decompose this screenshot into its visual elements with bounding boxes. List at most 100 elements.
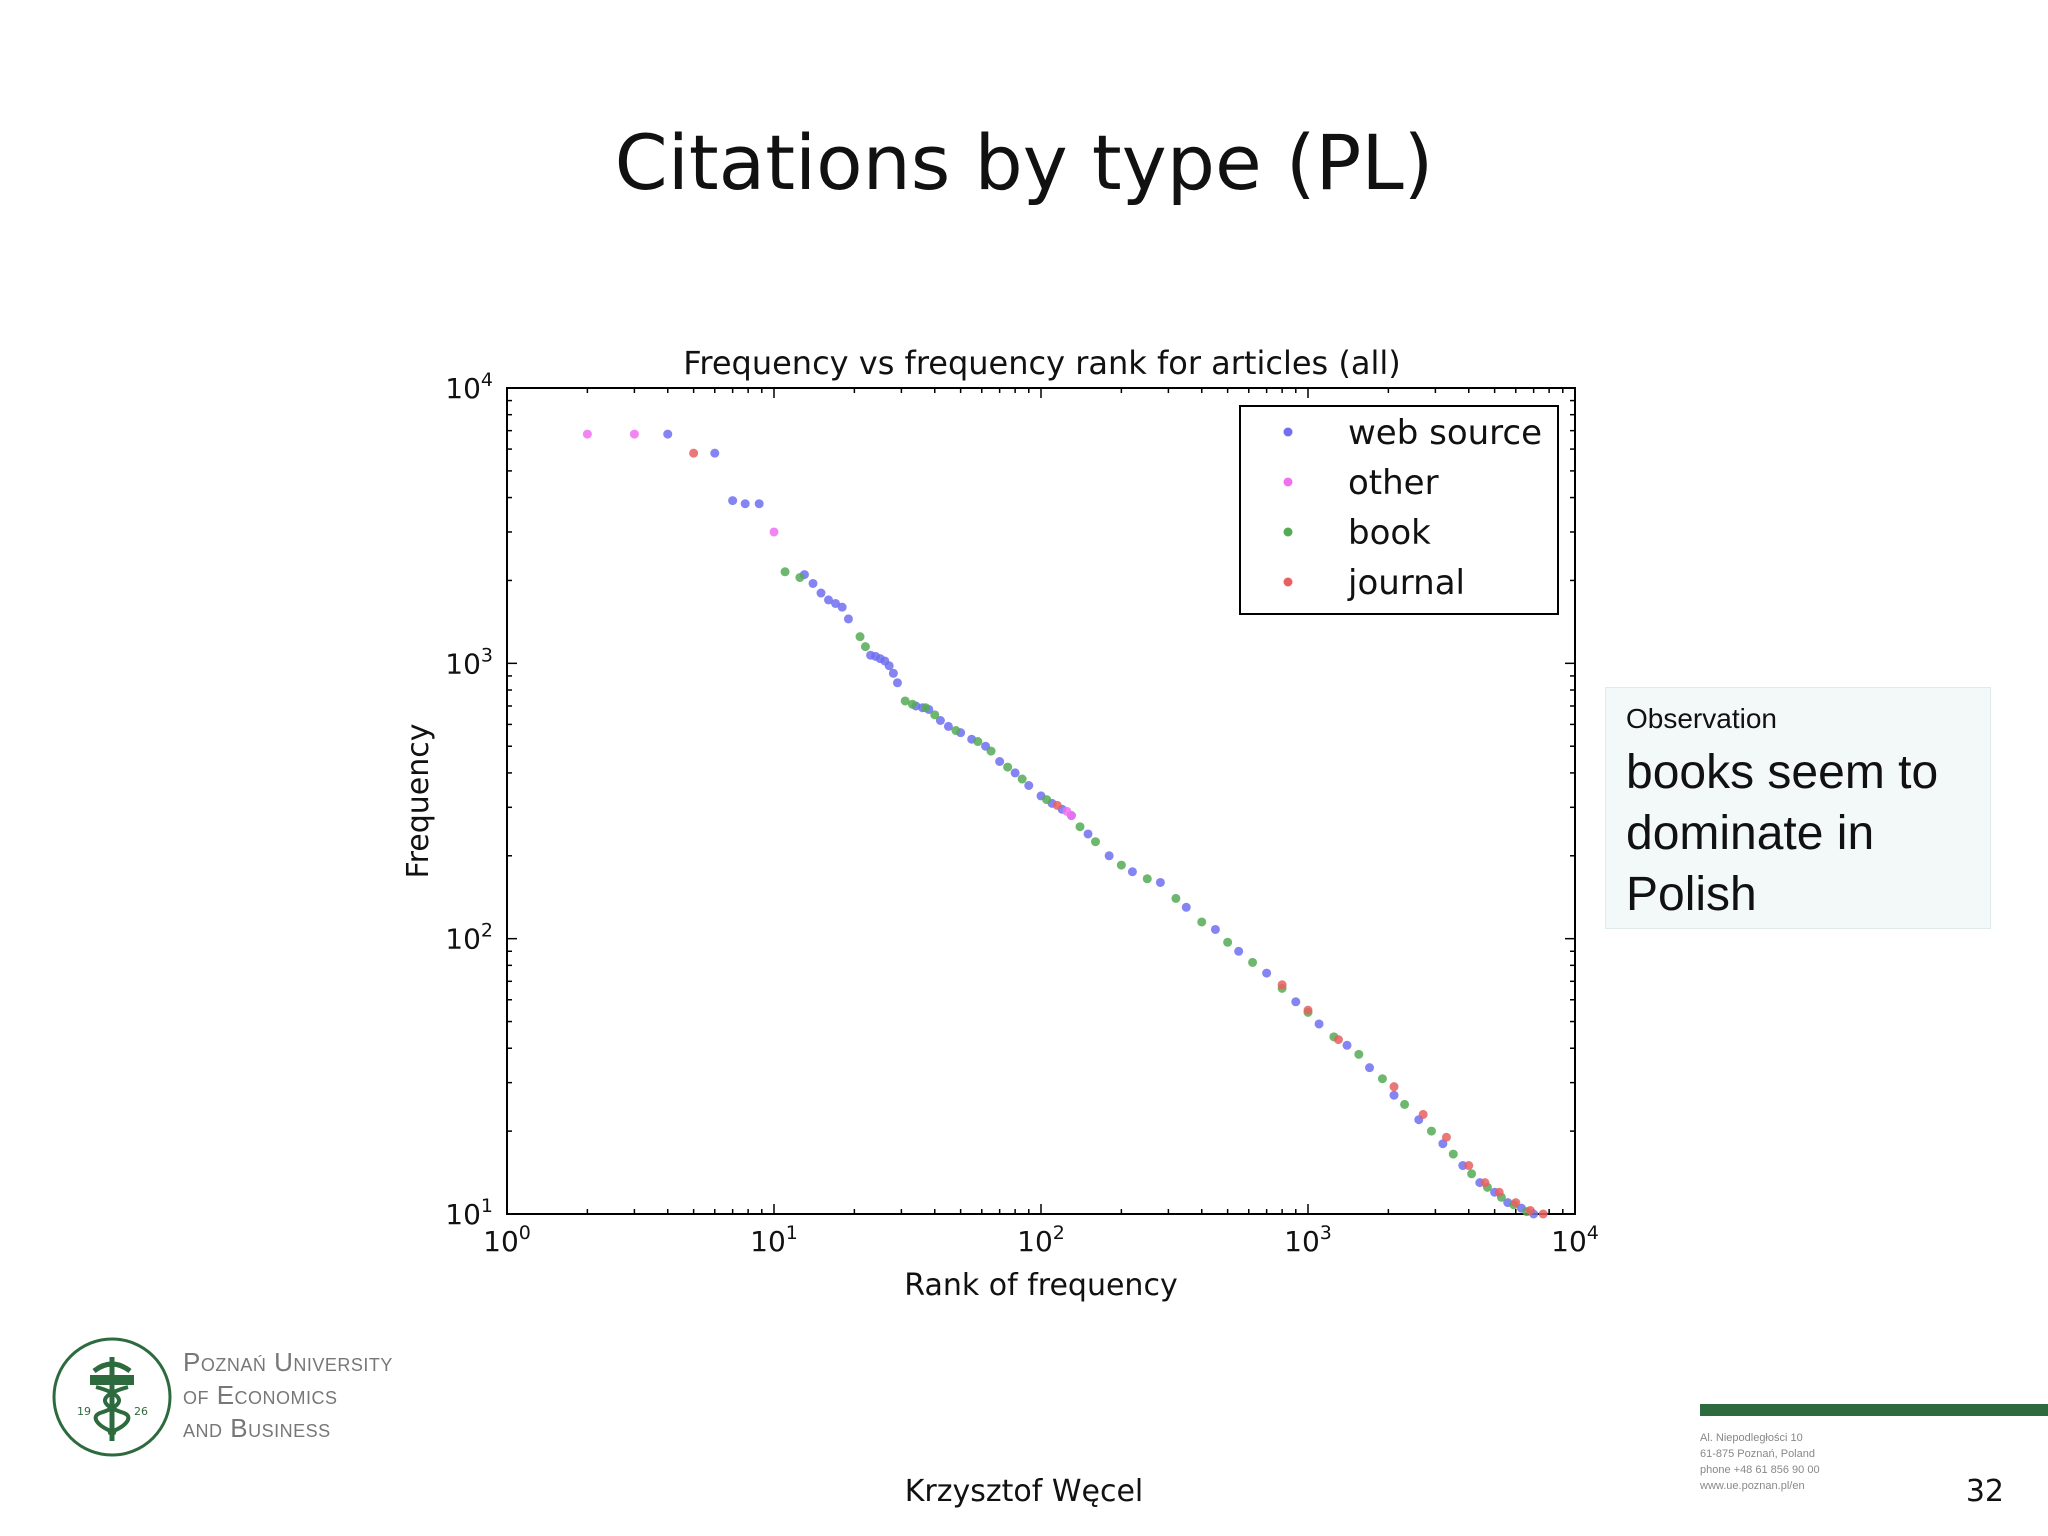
data-point-web-source bbox=[1210, 924, 1220, 934]
data-point-book bbox=[907, 699, 917, 709]
data-point-book bbox=[986, 746, 996, 756]
data-point-web-source bbox=[892, 678, 902, 688]
data-point-web-source bbox=[884, 661, 894, 671]
data-point-other bbox=[582, 429, 592, 439]
legend: web source other book journal bbox=[1239, 405, 1559, 615]
legend-marker bbox=[1283, 527, 1293, 537]
data-point-book bbox=[900, 696, 910, 706]
data-point-book bbox=[930, 710, 940, 720]
footer-accent-bar bbox=[1700, 1404, 2048, 1416]
data-point-book bbox=[860, 642, 870, 652]
data-point-journal bbox=[1511, 1198, 1521, 1208]
address-line: Al. Niepodległości 10 bbox=[1700, 1432, 1803, 1444]
legend-label: journal bbox=[1347, 563, 1465, 603]
data-point-web-source bbox=[1083, 829, 1093, 839]
data-point-book bbox=[921, 703, 931, 713]
data-point-journal bbox=[1389, 1082, 1399, 1092]
data-point-web-source bbox=[837, 602, 847, 612]
address-line: www.ue.poznan.pl/en bbox=[1700, 1480, 1805, 1492]
legend-box bbox=[1239, 405, 1559, 615]
x-tick-label: 100 bbox=[483, 1222, 531, 1258]
data-point-journal bbox=[1277, 980, 1287, 990]
x-tick-label: 102 bbox=[1017, 1222, 1065, 1258]
observation-box: Observation books seem to dominate in Po… bbox=[1605, 687, 1991, 929]
data-point-book bbox=[795, 572, 805, 582]
data-point-book bbox=[1248, 957, 1258, 967]
legend-label: web source bbox=[1348, 413, 1542, 453]
university-line-3: and Business bbox=[183, 1413, 331, 1443]
data-point-book bbox=[1142, 874, 1152, 884]
data-point-web-source bbox=[888, 668, 898, 678]
legend-marker bbox=[1283, 427, 1293, 437]
data-point-book bbox=[951, 726, 961, 736]
data-point-web-source bbox=[1127, 867, 1137, 877]
data-point-web-source bbox=[1365, 1063, 1375, 1073]
data-point-journal bbox=[1480, 1178, 1490, 1188]
legend-label: book bbox=[1348, 513, 1431, 553]
data-point-web-source bbox=[995, 757, 1005, 767]
y-tick-label: 104 bbox=[445, 369, 493, 405]
university-line-2: of Economics bbox=[183, 1380, 338, 1410]
university-name: Poznań University of Economics and Busin… bbox=[183, 1346, 393, 1445]
data-point-web-source bbox=[1010, 768, 1020, 778]
data-point-web-source bbox=[1389, 1090, 1399, 1100]
axis-ticks bbox=[506, 388, 1575, 1215]
data-point-journal bbox=[1303, 1005, 1313, 1015]
data-point-web-source bbox=[728, 496, 738, 506]
chart-title: Frequency vs frequency rank for articles… bbox=[683, 344, 1400, 382]
x-axis-label: Rank of frequency bbox=[904, 1268, 1177, 1303]
legend-label: other bbox=[1348, 463, 1439, 503]
data-point-web-source bbox=[1155, 877, 1165, 887]
svg-text:19: 19 bbox=[77, 1405, 91, 1418]
author-name: Krzysztof Węcel bbox=[904, 1474, 1144, 1509]
data-point-book bbox=[1042, 795, 1052, 805]
data-point-journal bbox=[1333, 1035, 1343, 1045]
data-point-journal bbox=[1052, 800, 1062, 810]
data-point-other bbox=[1066, 811, 1076, 821]
data-point-web-source bbox=[1314, 1019, 1324, 1029]
data-point-book bbox=[855, 632, 865, 642]
data-point-web-source bbox=[824, 595, 834, 605]
data-point-web-source bbox=[1234, 946, 1244, 956]
data-point-web-source bbox=[710, 448, 720, 458]
data-point-book bbox=[1354, 1049, 1364, 1059]
data-point-journal bbox=[689, 448, 699, 458]
data-point-book bbox=[1400, 1099, 1410, 1109]
data-point-book bbox=[1075, 822, 1085, 832]
y-tick-label: 102 bbox=[445, 920, 493, 956]
legend-marker bbox=[1283, 577, 1293, 587]
data-point-book bbox=[1116, 860, 1126, 870]
data-point-journal bbox=[1494, 1187, 1504, 1197]
page-number: 32 bbox=[1965, 1474, 2004, 1509]
data-point-book bbox=[1467, 1169, 1477, 1179]
data-point-book bbox=[973, 737, 983, 747]
data-point-web-source bbox=[1291, 997, 1301, 1007]
data-point-other bbox=[629, 429, 639, 439]
x-tick-label: 101 bbox=[750, 1222, 798, 1258]
address-line: phone +48 61 856 90 00 bbox=[1700, 1464, 1820, 1476]
university-logo-icon: 19 26 bbox=[52, 1337, 172, 1457]
slide-title: Citations by type (PL) bbox=[614, 118, 1434, 207]
legend-marker bbox=[1283, 477, 1293, 487]
svg-text:26: 26 bbox=[134, 1405, 148, 1418]
data-point-book bbox=[1003, 762, 1013, 772]
y-axis-label: Frequency bbox=[401, 724, 436, 879]
address-line: 61-875 Poznań, Poland bbox=[1700, 1448, 1815, 1460]
address-block: Al. Niepodległości 10 61-875 Poznań, Pol… bbox=[1700, 1430, 1820, 1494]
university-line-1: Poznań University bbox=[183, 1347, 393, 1377]
data-point-web-source bbox=[843, 614, 853, 624]
data-point-web-source bbox=[943, 721, 953, 731]
data-point-book bbox=[1091, 837, 1100, 847]
data-point-book bbox=[1171, 893, 1181, 903]
data-point-journal bbox=[1418, 1109, 1428, 1119]
data-point-web-source bbox=[816, 588, 826, 598]
data-point-book bbox=[1197, 917, 1207, 927]
data-points bbox=[582, 429, 1548, 1219]
data-point-web-source bbox=[808, 578, 818, 588]
data-point-book bbox=[1377, 1074, 1387, 1084]
y-tick-label: 103 bbox=[445, 644, 493, 680]
x-tick-label: 103 bbox=[1284, 1222, 1332, 1258]
y-tick-label: 101 bbox=[445, 1195, 493, 1231]
data-point-book bbox=[1223, 937, 1233, 947]
